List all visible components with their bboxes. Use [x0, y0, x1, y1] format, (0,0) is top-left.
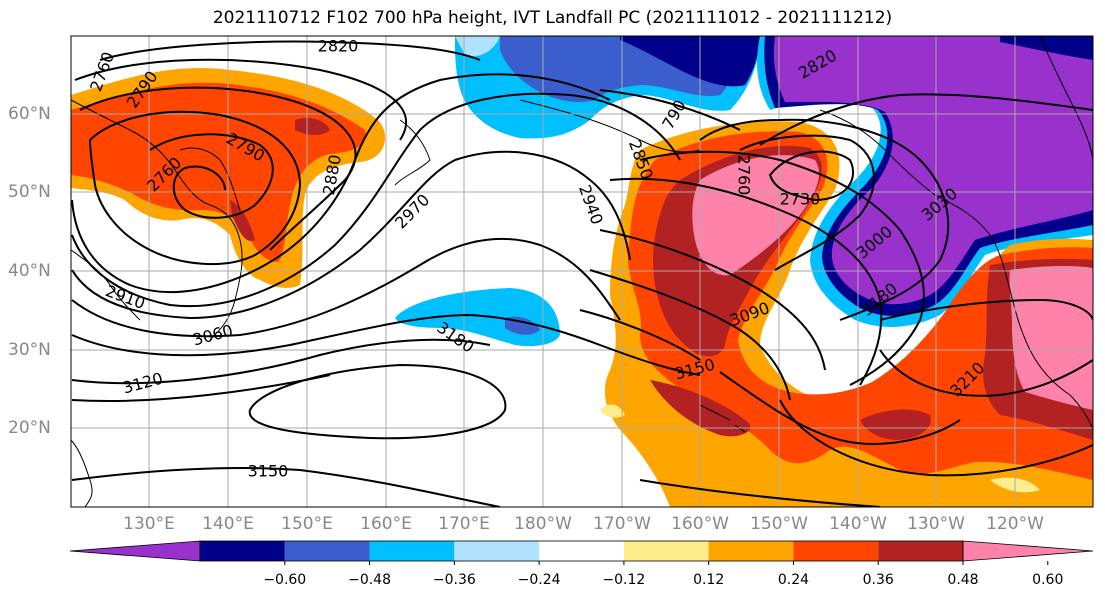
lon-label-160w: 160°W	[671, 514, 729, 534]
colorbar-outline	[199, 540, 964, 562]
map-title: 2021110712 F102 700 hPa height, IVT Land…	[212, 8, 893, 28]
colorbar-swatch	[708, 541, 794, 561]
colorbar-tick-label: 0.48	[947, 572, 979, 588]
lon-label-160e: 160°E	[360, 514, 412, 534]
lat-label-50n: 50°N	[8, 182, 51, 202]
lat-label-20n: 20°N	[8, 418, 51, 438]
colorbar-swatch	[284, 541, 370, 561]
ivt-shading-east-positive	[604, 121, 1093, 507]
colorbar-swatch	[623, 541, 709, 561]
height-contours	[71, 40, 1093, 507]
colorbar-swatch	[878, 541, 963, 561]
colorbar-tick-label: −0.48	[348, 572, 391, 588]
map-frame	[70, 35, 1094, 508]
colorbar-tick-label: 0.60	[1032, 572, 1064, 588]
colorbar-tick-label: −0.24	[517, 572, 561, 588]
lon-label-170w: 170°W	[593, 514, 651, 534]
colorbar-swatch	[369, 541, 455, 561]
colorbar-tick-label: 0.24	[777, 572, 810, 588]
lon-label-150w: 150°W	[750, 514, 808, 534]
lat-label-60n: 60°N	[8, 104, 51, 124]
colorbar-tick-label: 0.36	[862, 572, 894, 588]
lon-label-170e: 170°E	[438, 514, 490, 534]
colorbar-tick-label: −0.12	[602, 572, 646, 588]
colorbar-swatch	[454, 541, 540, 561]
lat-label-30n: 30°N	[8, 340, 51, 360]
colorbar-swatch	[539, 541, 624, 561]
lon-label-140e: 140°E	[202, 514, 254, 534]
lon-label-150e: 150°E	[281, 514, 333, 534]
colorbar-extend-high	[962, 540, 1094, 562]
lon-label-140w: 140°W	[829, 514, 887, 534]
colorbar-extend-low	[69, 540, 201, 562]
contour-label: 2820	[318, 37, 359, 56]
colorbar-tick-label: −0.60	[263, 572, 307, 588]
lon-label-130e: 130°E	[123, 514, 175, 534]
colorbar-tick-label: −0.36	[432, 572, 476, 588]
lon-label-120w: 120°W	[986, 514, 1044, 534]
lon-label-130w: 130°W	[907, 514, 965, 534]
contour-label: 3150	[248, 462, 289, 481]
ivt-shading-blue-pocket	[395, 288, 560, 347]
contour-label: 2730	[780, 190, 821, 209]
ivt-shading-north	[455, 36, 1093, 139]
lon-label-180w: 180°W	[514, 514, 572, 534]
contour-label: 2760	[735, 155, 754, 196]
colorbar-swatch	[200, 541, 285, 561]
lat-label-40n: 40°N	[8, 261, 51, 281]
colorbar-swatch	[793, 541, 879, 561]
colorbar-tick-label: 0.12	[693, 572, 725, 588]
